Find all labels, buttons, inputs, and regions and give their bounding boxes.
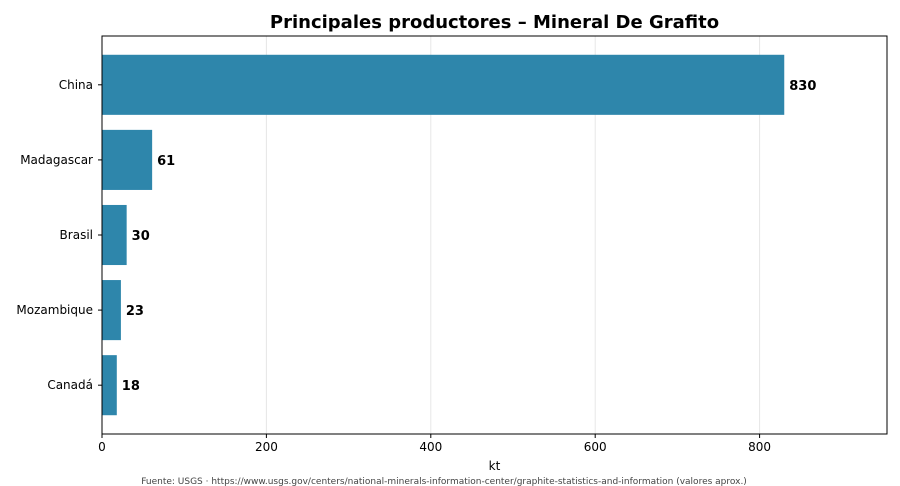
x-tick-label-2: 400 bbox=[419, 440, 442, 454]
y-tick-label-3: Mozambique bbox=[16, 303, 93, 317]
y-axis: China Madagascar Brasil Mozambique Canadá bbox=[16, 78, 102, 392]
x-axis-label: kt bbox=[489, 459, 501, 473]
data-label-4: 18 bbox=[122, 379, 140, 394]
bar-1 bbox=[102, 129, 153, 190]
bar-0 bbox=[102, 54, 785, 115]
y-tick-label-4: Canadá bbox=[47, 378, 93, 392]
data-label-3: 23 bbox=[126, 304, 144, 319]
bar-2 bbox=[102, 204, 127, 266]
bar-4 bbox=[102, 355, 117, 416]
data-label-0: 830 bbox=[789, 79, 816, 94]
x-tick-label-0: 0 bbox=[98, 440, 106, 454]
data-label-1: 61 bbox=[157, 154, 175, 169]
y-tick-label-2: Brasil bbox=[60, 228, 93, 242]
bars: 830 61 30 23 18 bbox=[102, 54, 816, 416]
data-label-2: 30 bbox=[132, 229, 150, 244]
y-tick-label-0: China bbox=[59, 78, 93, 92]
source-note: Fuente: USGS · https://www.usgs.gov/cent… bbox=[141, 477, 747, 486]
bar-3 bbox=[102, 280, 121, 341]
x-tick-label-3: 600 bbox=[584, 440, 607, 454]
x-tick-label-4: 800 bbox=[748, 440, 771, 454]
x-axis: 0 200 400 600 800 bbox=[98, 434, 771, 454]
y-tick-label-1: Madagascar bbox=[20, 153, 93, 167]
x-tick-label-1: 200 bbox=[255, 440, 278, 454]
chart-title: Principales productores – Mineral De Gra… bbox=[270, 12, 719, 33]
